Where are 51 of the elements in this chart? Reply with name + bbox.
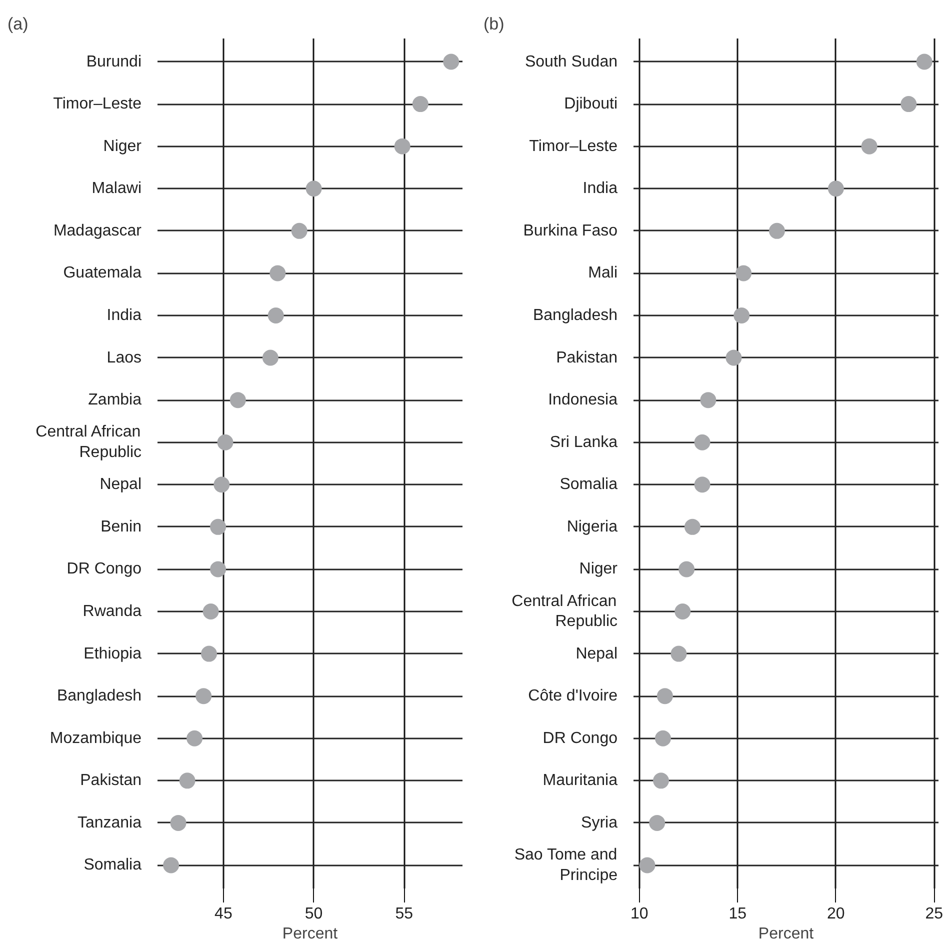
y-tick-label: South Sudan	[524, 53, 618, 70]
y-tick-label: Bangladesh	[56, 688, 142, 705]
y-tick-label: Nepal	[576, 645, 618, 662]
y-tick-label: Pakistan	[80, 772, 142, 790]
y-tick-label: Central African Republic	[36, 424, 142, 462]
y-tick-label: Mauritania	[542, 772, 618, 790]
x-tick-label: 50	[304, 906, 323, 922]
y-tick-label: Somalia	[84, 856, 142, 874]
y-tick-label: Pakistan	[556, 349, 618, 366]
y-tick-label: Benin	[100, 518, 142, 536]
y-tick-label: Sao Tome and Principe	[514, 846, 618, 884]
y-tick-label: Timor–Leste	[529, 138, 618, 155]
y-tick-label: DR Congo	[542, 730, 618, 747]
text: (a)	[8, 14, 28, 34]
x-tick-label: 25	[925, 906, 944, 922]
y-tick-label: Sri Lanka	[550, 434, 618, 451]
x-tick-label: 45	[214, 906, 232, 922]
y-tick-label: Zambia	[88, 392, 142, 409]
y-tick-label: Ethiopia	[84, 645, 142, 662]
x-tick-label: 55	[395, 906, 414, 922]
y-tick-label: Côte d'Ivoire	[528, 688, 618, 705]
y-tick-label: India	[106, 306, 142, 324]
y-tick-label: Rwanda	[82, 603, 142, 620]
y-tick-label: Burundi	[86, 53, 142, 70]
x-tick-label: 20	[827, 906, 845, 922]
y-tick-label: Mozambique	[50, 730, 142, 747]
y-tick-label: Burkina Faso	[523, 222, 618, 240]
y-tick-label: Mali	[588, 264, 618, 282]
y-tick-label: Indonesia	[548, 392, 618, 409]
y-tick-label: Somalia	[560, 476, 618, 494]
x-axis-title: Percent	[758, 926, 814, 942]
y-tick-label: Madagascar	[53, 222, 142, 240]
y-tick-label: Niger	[103, 138, 142, 155]
y-tick-label: Niger	[579, 560, 618, 578]
y-tick-label: Nigeria	[566, 518, 618, 536]
y-tick-label: Guatemala	[63, 264, 142, 282]
y-tick-label: Timor–Leste	[53, 96, 142, 113]
text: (b)	[484, 14, 504, 34]
y-tick-label: Tanzania	[77, 814, 142, 832]
y-tick-label: Nepal	[100, 476, 142, 494]
x-axis-title: Percent	[282, 926, 338, 942]
y-tick-label: Malawi	[92, 180, 142, 198]
y-tick-label: Laos	[106, 349, 142, 366]
y-tick-label: Syria	[581, 814, 618, 832]
y-tick-label: India	[582, 180, 618, 198]
y-tick-label: Djibouti	[564, 96, 618, 113]
y-tick-label: DR Congo	[66, 560, 142, 578]
x-tick-label: 10	[630, 906, 648, 922]
y-tick-label: Central African Republic	[512, 592, 618, 630]
x-tick-label: 15	[728, 906, 747, 922]
y-tick-label: Bangladesh	[532, 306, 618, 324]
